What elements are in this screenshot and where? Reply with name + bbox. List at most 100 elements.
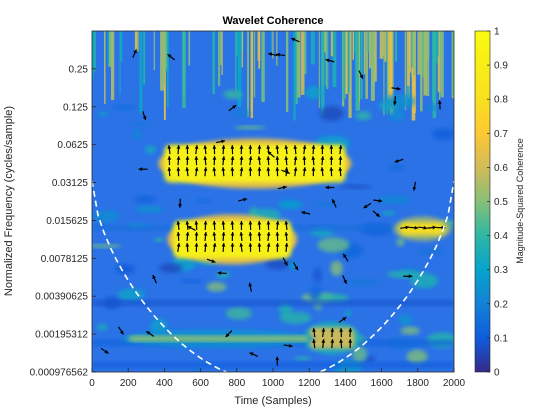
coherence-streak [137, 31, 139, 52]
phase-arrow [217, 271, 227, 275]
phase-arrow [230, 156, 235, 166]
colorbar-tick-label: 0 [494, 368, 500, 379]
coherence-streak [304, 31, 307, 75]
coherence-streak [420, 31, 423, 112]
phase-arrow [394, 158, 404, 163]
phase-arrow [338, 167, 343, 177]
phase-arrow [203, 231, 208, 241]
coherence-patch [396, 238, 405, 247]
phase-arrow [248, 231, 253, 241]
coherence-patch [225, 307, 252, 320]
phase-arrow [239, 167, 244, 177]
phase-arrow [167, 167, 172, 177]
phase-arrow [312, 328, 316, 338]
phase-arrow [400, 225, 410, 230]
phase-arrow [212, 167, 217, 177]
phase-arrow [203, 167, 208, 177]
coherence-patch [400, 326, 420, 335]
coherence-streak [107, 31, 110, 65]
coherence-streak [395, 31, 398, 62]
phase-arrow [216, 139, 226, 144]
coherence-streak [163, 31, 166, 120]
phase-arrow [325, 58, 335, 63]
phase-arrow [167, 145, 172, 155]
coherence-streak [247, 31, 249, 117]
coherence-patch [150, 318, 168, 335]
phase-arrow [338, 145, 343, 155]
coherence-patch [117, 288, 145, 301]
coherence-patch [277, 200, 303, 210]
coherence-streak [143, 31, 146, 85]
phase-arrow [290, 37, 300, 43]
coherence-streak [111, 31, 114, 58]
coherence-region [309, 327, 355, 349]
phase-arrow [342, 253, 349, 262]
phase-arrow [257, 156, 262, 166]
coherence-streak [301, 31, 305, 95]
phase-arrow [230, 145, 235, 155]
coherence-region [164, 144, 346, 183]
phase-arrow [221, 145, 226, 155]
coherence-patch [383, 94, 416, 109]
coherence-patch [317, 237, 350, 253]
phase-arrow [185, 242, 190, 252]
coherence-streak [188, 31, 191, 66]
phase-arrow [329, 156, 334, 166]
coherence-streak [153, 31, 155, 71]
coherence-patch [418, 248, 445, 255]
coherence-streak [166, 31, 169, 107]
coherence-patch [387, 109, 405, 121]
coherence-streak [110, 31, 115, 101]
phase-arrow [142, 111, 147, 121]
coherence-patch [206, 282, 227, 292]
phase-arrow [284, 242, 289, 252]
phase-arrow [248, 145, 253, 155]
colorbar-tick-label: 0.5 [494, 197, 508, 208]
phase-arrow [206, 258, 216, 263]
coherence-streak [272, 31, 274, 59]
phase-arrow [212, 242, 217, 252]
phase-arrow [275, 356, 280, 366]
coherence-band [92, 362, 454, 368]
phase-arrow [437, 100, 442, 110]
phase-arrow [194, 231, 199, 241]
coherence-patch [153, 237, 165, 243]
phase-arrow [100, 347, 109, 354]
y-tick-label: 0.25 [69, 64, 89, 75]
coherence-streak [92, 31, 94, 79]
coherence-streak [212, 31, 215, 94]
coherence-patch [377, 195, 411, 204]
phase-arrow [230, 220, 235, 230]
phase-arrow [266, 231, 271, 241]
coherence-patch [234, 125, 266, 130]
coherence-streak [235, 31, 237, 93]
phase-arrow [185, 220, 190, 230]
coherence-streak [368, 31, 372, 69]
phase-arrow [203, 156, 208, 166]
coherence-streak [411, 31, 414, 68]
coherence-streak [270, 31, 273, 56]
phase-arrow [275, 156, 280, 166]
coherence-patch [192, 367, 202, 372]
coherence-streak [440, 31, 444, 98]
x-axis-ticks: 0 200 400 600 800 1000 1200 1400 1600 1800 2000 [89, 368, 466, 389]
phase-arrow [228, 104, 237, 112]
coherence-streak [250, 31, 254, 119]
coherence-streak [409, 31, 411, 73]
coherence-streak [160, 31, 165, 91]
coherence-streak [241, 31, 243, 68]
coherence-patch [96, 323, 108, 331]
phase-arrow [311, 156, 316, 166]
coherence-patch [347, 279, 380, 286]
phase-arrow [427, 225, 437, 230]
x-tick-label: 600 [192, 378, 209, 389]
phase-arrow [282, 257, 288, 266]
y-tick-label: 0.125 [63, 102, 88, 113]
phase-arrow [312, 339, 316, 349]
coherence-streak [217, 31, 221, 86]
y-tick-label: 0.0625 [57, 140, 88, 151]
coherence-patch [410, 273, 439, 289]
coherence-plot-area [92, 31, 454, 372]
phase-arrow [348, 328, 353, 338]
coherence-streak [220, 31, 223, 66]
